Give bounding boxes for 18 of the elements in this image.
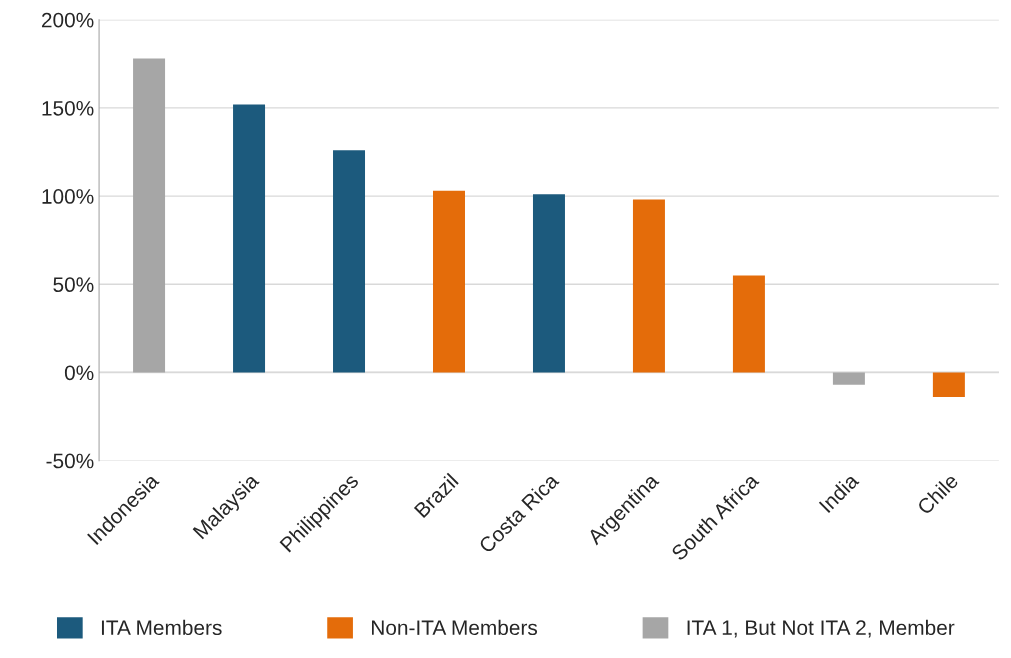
- bar: [433, 190, 465, 373]
- y-tick-label: 150%: [42, 100, 94, 116]
- y-tick-label: 50%: [53, 277, 94, 293]
- bar: [832, 372, 865, 385]
- legend-label: Non-ITA Members: [372, 619, 538, 636]
- bar: [732, 275, 765, 373]
- legend-label: ITA 1, But Not ITA 2, Member: [687, 619, 955, 638]
- y-tick-label: 200%: [41, 12, 94, 28]
- y-tick-label: -50%: [46, 453, 94, 469]
- y-tick-label: 100%: [42, 189, 94, 204]
- legend-label: ITA Members: [101, 619, 222, 636]
- bar: [532, 194, 565, 373]
- bar: [632, 199, 665, 373]
- y-tick-label: 0%: [64, 365, 94, 381]
- bar: [233, 104, 266, 373]
- bar: [932, 372, 965, 398]
- bar: [133, 58, 166, 373]
- bar: [333, 150, 366, 373]
